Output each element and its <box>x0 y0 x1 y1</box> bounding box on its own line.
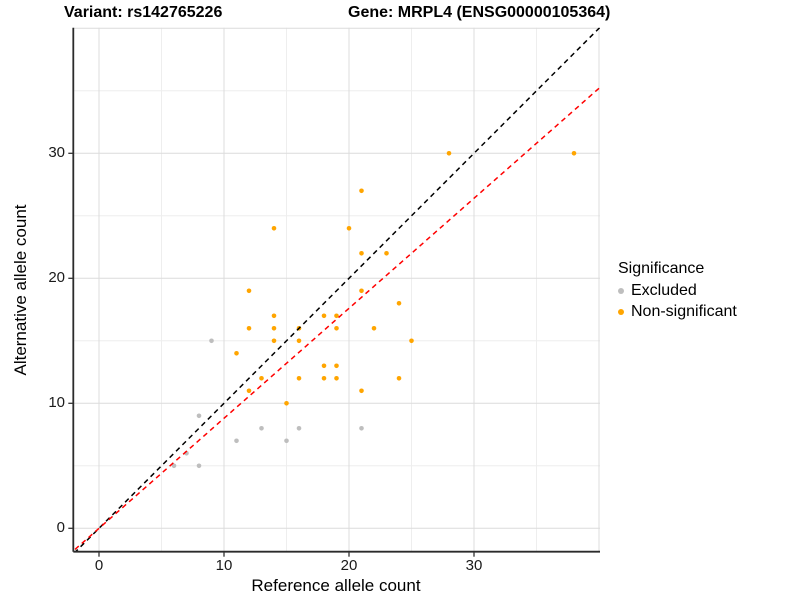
data-point <box>196 463 202 469</box>
x-tick-label-10: 10 <box>215 557 233 574</box>
legend-title: Significance <box>618 260 705 277</box>
data-point <box>246 326 252 331</box>
legend: Significance Excluded Non-significant <box>618 258 737 322</box>
data-point <box>334 376 339 381</box>
excluded-dot-icon <box>618 287 624 294</box>
data-point <box>571 151 577 156</box>
data-point <box>359 388 364 394</box>
data-point <box>371 326 377 331</box>
tick-marks <box>68 152 475 557</box>
legend-item-label: Non-significant <box>631 303 737 320</box>
y-tick-label-10: 10 <box>48 394 65 411</box>
series-non-significant <box>234 151 577 406</box>
data-point <box>259 426 264 431</box>
legend-item-non-significant: Non-significant <box>618 301 737 322</box>
data-point <box>296 426 302 431</box>
data-point <box>334 363 339 369</box>
reference-lines <box>73 27 601 552</box>
legend-item-excluded: Excluded <box>618 280 737 301</box>
data-point <box>334 313 339 319</box>
data-point <box>321 376 327 381</box>
x-tick-label-20: 20 <box>340 557 358 574</box>
data-point <box>359 288 364 294</box>
data-point <box>321 313 327 319</box>
x-axis-title: Reference allele count <box>251 576 421 595</box>
y-tick-label-20: 20 <box>48 269 65 286</box>
data-point <box>284 438 289 444</box>
data-point <box>271 326 277 331</box>
axes-lines <box>72 27 600 553</box>
data-point <box>234 351 239 356</box>
data-point <box>209 338 214 344</box>
data-point <box>296 338 302 344</box>
data-point <box>396 301 402 306</box>
data-point <box>346 226 352 231</box>
data-point <box>284 401 289 406</box>
data-point <box>171 463 177 469</box>
data-point <box>296 376 302 381</box>
data-point <box>359 426 364 431</box>
x-tick-label-30: 30 <box>465 557 483 574</box>
non-significant-dot-icon <box>618 308 624 315</box>
y-tick-label-0: 0 <box>56 519 65 536</box>
data-point <box>246 388 252 394</box>
data-point <box>359 251 364 256</box>
series-excluded <box>171 338 364 469</box>
data-point <box>446 151 452 156</box>
data-point <box>246 288 252 294</box>
identity-line <box>74 27 601 552</box>
data-point <box>271 338 277 344</box>
data-point <box>196 413 202 419</box>
data-point <box>359 188 364 194</box>
data-point <box>234 438 239 444</box>
data-point <box>271 226 277 231</box>
major-gridlines <box>73 27 600 552</box>
data-point <box>334 326 339 331</box>
data-point <box>259 376 264 381</box>
gene-title: Gene: MRPL4 (ENSG00000105364) <box>348 4 611 21</box>
minor-gridlines <box>73 27 600 552</box>
data-point <box>409 338 414 344</box>
variant-title: Variant: rs142765226 <box>64 4 223 21</box>
legend-item-label: Excluded <box>631 282 697 299</box>
data-point <box>396 376 402 381</box>
data-point <box>321 363 327 369</box>
data-point <box>271 313 277 319</box>
regression-line <box>73 86 601 552</box>
y-axis-title: Alternative allele count <box>11 204 30 376</box>
data-point <box>384 251 389 256</box>
x-tick-label-0: 0 <box>94 557 104 574</box>
y-tick-label-30: 30 <box>48 144 65 161</box>
